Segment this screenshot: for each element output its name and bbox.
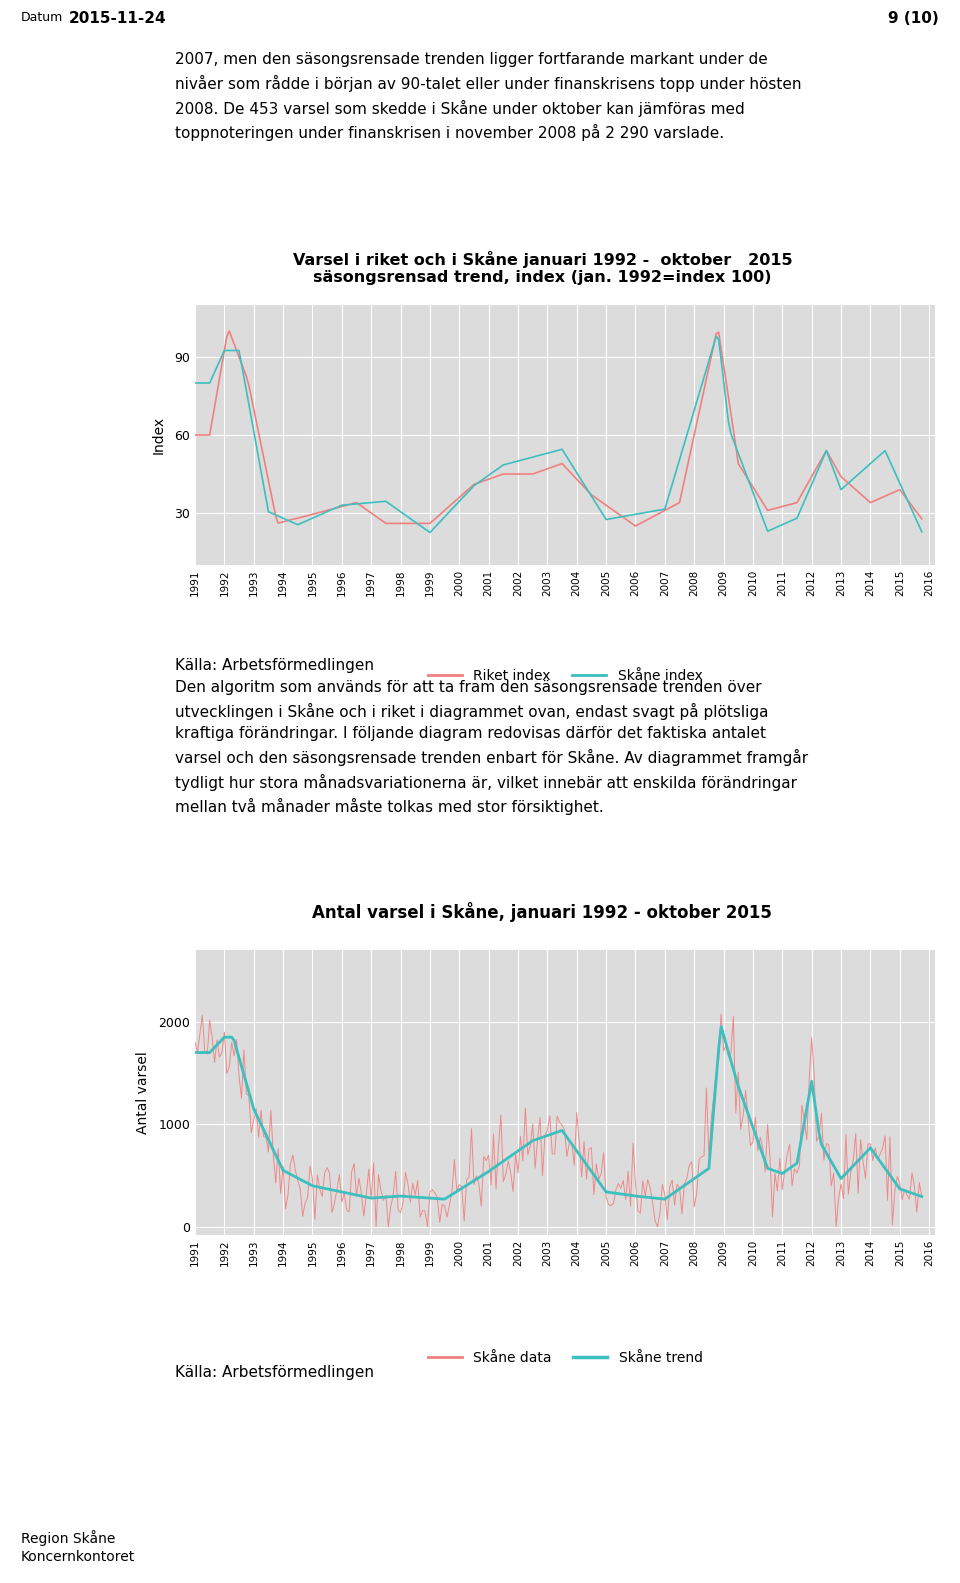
Legend: Riket index, Skåne index: Riket index, Skåne index [422,663,708,689]
Text: Datum: Datum [21,11,63,24]
Y-axis label: Index: Index [152,416,166,454]
Text: 2007, men den säsongsrensade trenden ligger fortfarande markant under de
nivåer : 2007, men den säsongsrensade trenden lig… [175,52,802,141]
Text: Källa: Arbetsförmedlingen: Källa: Arbetsförmedlingen [175,1365,373,1380]
Text: Källa: Arbetsförmedlingen: Källa: Arbetsförmedlingen [175,659,373,673]
Text: 9 (10): 9 (10) [888,11,939,25]
Text: Varsel i riket och i Skåne januari 1992 -  oktober   2015
säsongsrensad trend, i: Varsel i riket och i Skåne januari 1992 … [293,250,792,285]
Text: Antal varsel i Skåne, januari 1992 - oktober 2015: Antal varsel i Skåne, januari 1992 - okt… [312,902,773,921]
Y-axis label: Antal varsel: Antal varsel [136,1051,150,1133]
Text: 2015-11-24: 2015-11-24 [69,11,167,25]
Legend: Skåne data, Skåne trend: Skåne data, Skåne trend [422,1346,708,1371]
Text: Den algoritm som används för att ta fram den säsongsrensade trenden över
utveckl: Den algoritm som används för att ta fram… [175,681,808,815]
Text: Region Skåne
Koncernkontoret: Region Skåne Koncernkontoret [21,1531,135,1564]
